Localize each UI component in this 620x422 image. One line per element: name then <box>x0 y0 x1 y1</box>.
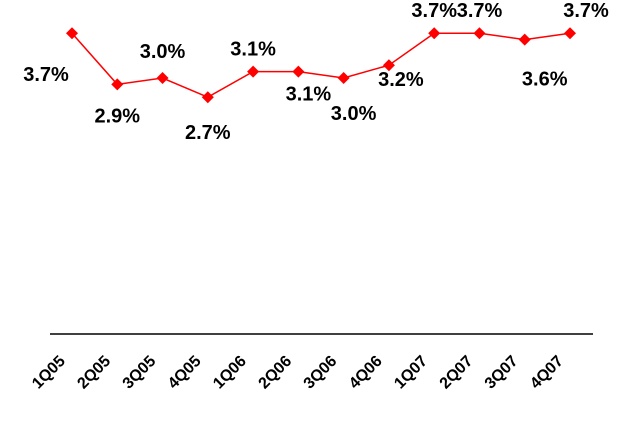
data-label: 3.0% <box>331 103 377 125</box>
data-point-marker <box>473 27 486 40</box>
data-point-marker <box>292 65 305 78</box>
data-point-marker <box>382 59 395 72</box>
x-tick-label: 1Q06 <box>210 353 250 393</box>
data-label: 3.2% <box>378 69 424 91</box>
data-point-marker <box>66 27 78 40</box>
data-label: 3.0% <box>140 41 186 63</box>
x-tick-layer: 1Q05 2Q05 3Q05 4Q05 1Q06 2Q06 3Q06 4Q06 1Q07 2Q07… <box>29 353 567 393</box>
x-tick-label: 1Q07 <box>391 353 431 393</box>
data-label: 3.6% <box>522 69 568 91</box>
data-point-marker <box>156 72 169 84</box>
x-tick-label: 4Q05 <box>165 353 205 393</box>
data-label: 3.7% <box>563 0 609 22</box>
data-point-marker <box>428 27 441 40</box>
x-tick-label: 3Q07 <box>482 353 522 393</box>
data-label: 3.7% <box>457 0 503 22</box>
data-point-marker <box>564 27 576 40</box>
data-point-marker <box>247 65 260 78</box>
data-label: 3.7% <box>411 0 457 22</box>
data-label: 2.7% <box>185 122 231 144</box>
x-tick-label: 3Q06 <box>301 353 341 393</box>
data-point-marker <box>518 33 531 46</box>
x-tick-label: 2Q06 <box>256 353 296 393</box>
data-label: 3.1% <box>230 39 276 61</box>
x-tick-label: 2Q05 <box>74 353 114 393</box>
data-label: 3.1% <box>286 84 332 106</box>
data-point-marker <box>201 91 214 104</box>
x-tick-label: 3Q05 <box>120 353 160 393</box>
series-line <box>71 32 571 99</box>
x-tick-label: 2Q07 <box>437 353 477 393</box>
series-layer <box>71 32 571 99</box>
data-label: 3.7% <box>23 64 69 86</box>
x-tick-label: 4Q07 <box>527 353 567 393</box>
data-point-marker <box>111 78 124 91</box>
data-label-layer: 3.7%2.9%3.0%2.7%3.1%3.1%3.0%3.2%3.7% 3.7%… <box>23 0 609 144</box>
data-label: 2.9% <box>95 105 141 127</box>
data-point-marker <box>337 72 350 84</box>
x-tick-label: 4Q06 <box>346 353 386 393</box>
marker-layer <box>66 27 576 104</box>
x-tick-label: 1Q05 <box>29 353 69 393</box>
